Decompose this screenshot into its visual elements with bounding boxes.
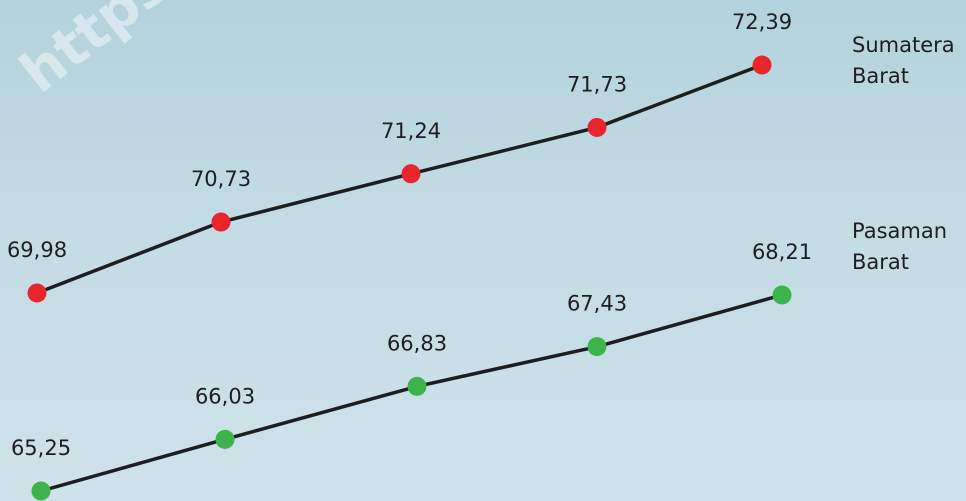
data-point bbox=[211, 212, 231, 232]
data-point bbox=[587, 117, 607, 137]
data-label: 65,25 bbox=[11, 436, 71, 460]
data-label: 71,24 bbox=[381, 119, 441, 143]
data-label: 69,98 bbox=[7, 238, 67, 262]
data-point bbox=[27, 283, 47, 303]
legend-label: Sumatera Barat bbox=[852, 33, 955, 88]
data-point bbox=[401, 164, 421, 184]
data-label: 71,73 bbox=[567, 72, 627, 96]
data-label: 72,39 bbox=[732, 10, 792, 34]
data-point bbox=[752, 55, 772, 75]
data-label: 66,83 bbox=[387, 331, 447, 355]
series-line bbox=[35, 63, 764, 295]
data-point bbox=[772, 285, 792, 305]
legend-label-line: Barat bbox=[852, 250, 909, 274]
data-label: 67,43 bbox=[567, 292, 627, 316]
legend-label-line: Sumatera bbox=[852, 33, 955, 57]
legend-label: Pasaman Barat bbox=[852, 219, 947, 274]
legend-label-line: Pasaman bbox=[852, 219, 947, 243]
legend-label-line: Barat bbox=[852, 64, 909, 88]
data-label: 66,03 bbox=[195, 384, 255, 408]
data-label: 70,73 bbox=[191, 167, 251, 191]
data-point bbox=[407, 376, 427, 396]
data-point bbox=[31, 481, 51, 501]
data-point bbox=[587, 337, 607, 357]
watermark-text: https: bbox=[9, 0, 198, 106]
series-group: 65,25 66,03 66,83 67,43 68,21 Pasaman Barat bbox=[11, 219, 947, 501]
data-point bbox=[215, 429, 235, 449]
data-label: 68,21 bbox=[752, 240, 812, 264]
series-group: 69,98 70,73 71,24 71,73 72,39 Sumatera Barat bbox=[7, 10, 955, 303]
